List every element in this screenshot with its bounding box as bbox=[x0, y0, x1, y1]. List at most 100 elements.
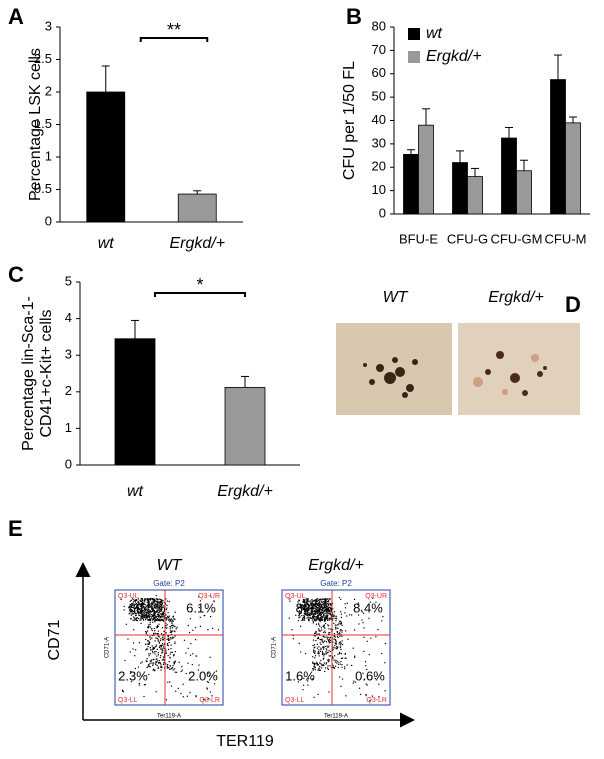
dot bbox=[315, 610, 317, 613]
dot bbox=[156, 626, 158, 628]
dot bbox=[341, 631, 343, 633]
dot bbox=[305, 601, 307, 604]
dot bbox=[335, 620, 337, 622]
dot bbox=[153, 611, 156, 613]
dot bbox=[159, 610, 161, 612]
dot bbox=[314, 612, 317, 614]
dot bbox=[327, 598, 329, 600]
dot bbox=[168, 618, 170, 620]
y-axis-label: CD41+c-Kit+ cells bbox=[38, 309, 55, 437]
dot bbox=[324, 653, 326, 655]
dot bbox=[298, 606, 300, 608]
dot bbox=[153, 614, 155, 616]
dot bbox=[321, 653, 324, 655]
panel-label: E bbox=[8, 516, 23, 541]
dot bbox=[328, 633, 330, 635]
dot bbox=[327, 660, 330, 662]
dot bbox=[166, 638, 168, 640]
dot bbox=[138, 614, 141, 617]
dot bbox=[155, 618, 157, 620]
dot bbox=[208, 698, 210, 700]
dot bbox=[144, 614, 146, 616]
dot bbox=[312, 661, 314, 663]
dot bbox=[335, 647, 337, 650]
dot bbox=[151, 650, 154, 652]
dot bbox=[314, 650, 316, 652]
dot bbox=[162, 627, 164, 629]
dot bbox=[303, 615, 305, 617]
dot bbox=[341, 644, 344, 646]
dot bbox=[140, 602, 142, 604]
dot bbox=[319, 662, 321, 664]
dot bbox=[156, 661, 158, 664]
dot bbox=[134, 667, 137, 670]
dot bbox=[187, 662, 189, 664]
dot bbox=[134, 601, 137, 603]
dot bbox=[322, 625, 324, 627]
y-tick-label: 5 bbox=[65, 273, 72, 288]
dot bbox=[145, 619, 147, 621]
dot bbox=[318, 649, 320, 651]
dot bbox=[187, 607, 189, 609]
dot bbox=[159, 601, 161, 603]
dot bbox=[298, 617, 300, 619]
dot bbox=[333, 659, 335, 661]
dot bbox=[320, 660, 322, 662]
dot bbox=[174, 618, 176, 620]
dot bbox=[141, 612, 143, 615]
dot bbox=[154, 604, 156, 607]
dot bbox=[340, 629, 342, 631]
dot bbox=[320, 614, 322, 617]
dot bbox=[316, 598, 318, 600]
dot bbox=[365, 665, 367, 667]
dot bbox=[327, 640, 330, 642]
dot bbox=[329, 618, 332, 620]
dot bbox=[131, 605, 133, 607]
dot bbox=[313, 652, 316, 654]
dot bbox=[150, 598, 153, 600]
dot bbox=[333, 611, 336, 613]
dot bbox=[131, 613, 134, 615]
dot bbox=[322, 642, 324, 644]
dot bbox=[159, 662, 162, 664]
dot bbox=[140, 611, 142, 613]
dot bbox=[335, 659, 337, 661]
dot bbox=[153, 610, 155, 612]
dot bbox=[312, 615, 314, 617]
error-bar bbox=[241, 375, 249, 388]
dot bbox=[131, 610, 133, 612]
bar bbox=[452, 162, 468, 215]
dot bbox=[359, 693, 362, 696]
dot bbox=[170, 630, 172, 632]
dot bbox=[317, 636, 319, 639]
dot bbox=[130, 614, 132, 616]
dot bbox=[160, 664, 162, 666]
y-tick-label: 0 bbox=[45, 213, 52, 228]
dot bbox=[312, 608, 314, 610]
dot bbox=[158, 610, 161, 612]
dot bbox=[312, 651, 315, 653]
dot bbox=[167, 637, 170, 639]
quadrant-percent: 89.5% bbox=[129, 600, 166, 615]
bar bbox=[501, 137, 517, 215]
dot bbox=[308, 619, 310, 621]
quadrant-name: Q3-LL bbox=[285, 697, 305, 704]
dot bbox=[198, 606, 200, 609]
dot bbox=[141, 616, 143, 618]
dot bbox=[159, 616, 161, 619]
dot bbox=[137, 666, 140, 668]
dot bbox=[320, 648, 322, 651]
dot bbox=[325, 610, 328, 612]
dot bbox=[324, 601, 326, 603]
dot bbox=[324, 598, 326, 600]
dot bbox=[316, 647, 318, 649]
dot bbox=[321, 604, 323, 606]
dot bbox=[374, 678, 376, 680]
dot bbox=[329, 609, 331, 611]
bar bbox=[516, 170, 532, 215]
dot bbox=[137, 601, 139, 603]
dot bbox=[316, 609, 318, 611]
dot bbox=[324, 617, 326, 620]
dot bbox=[315, 662, 317, 665]
dot bbox=[315, 616, 317, 618]
